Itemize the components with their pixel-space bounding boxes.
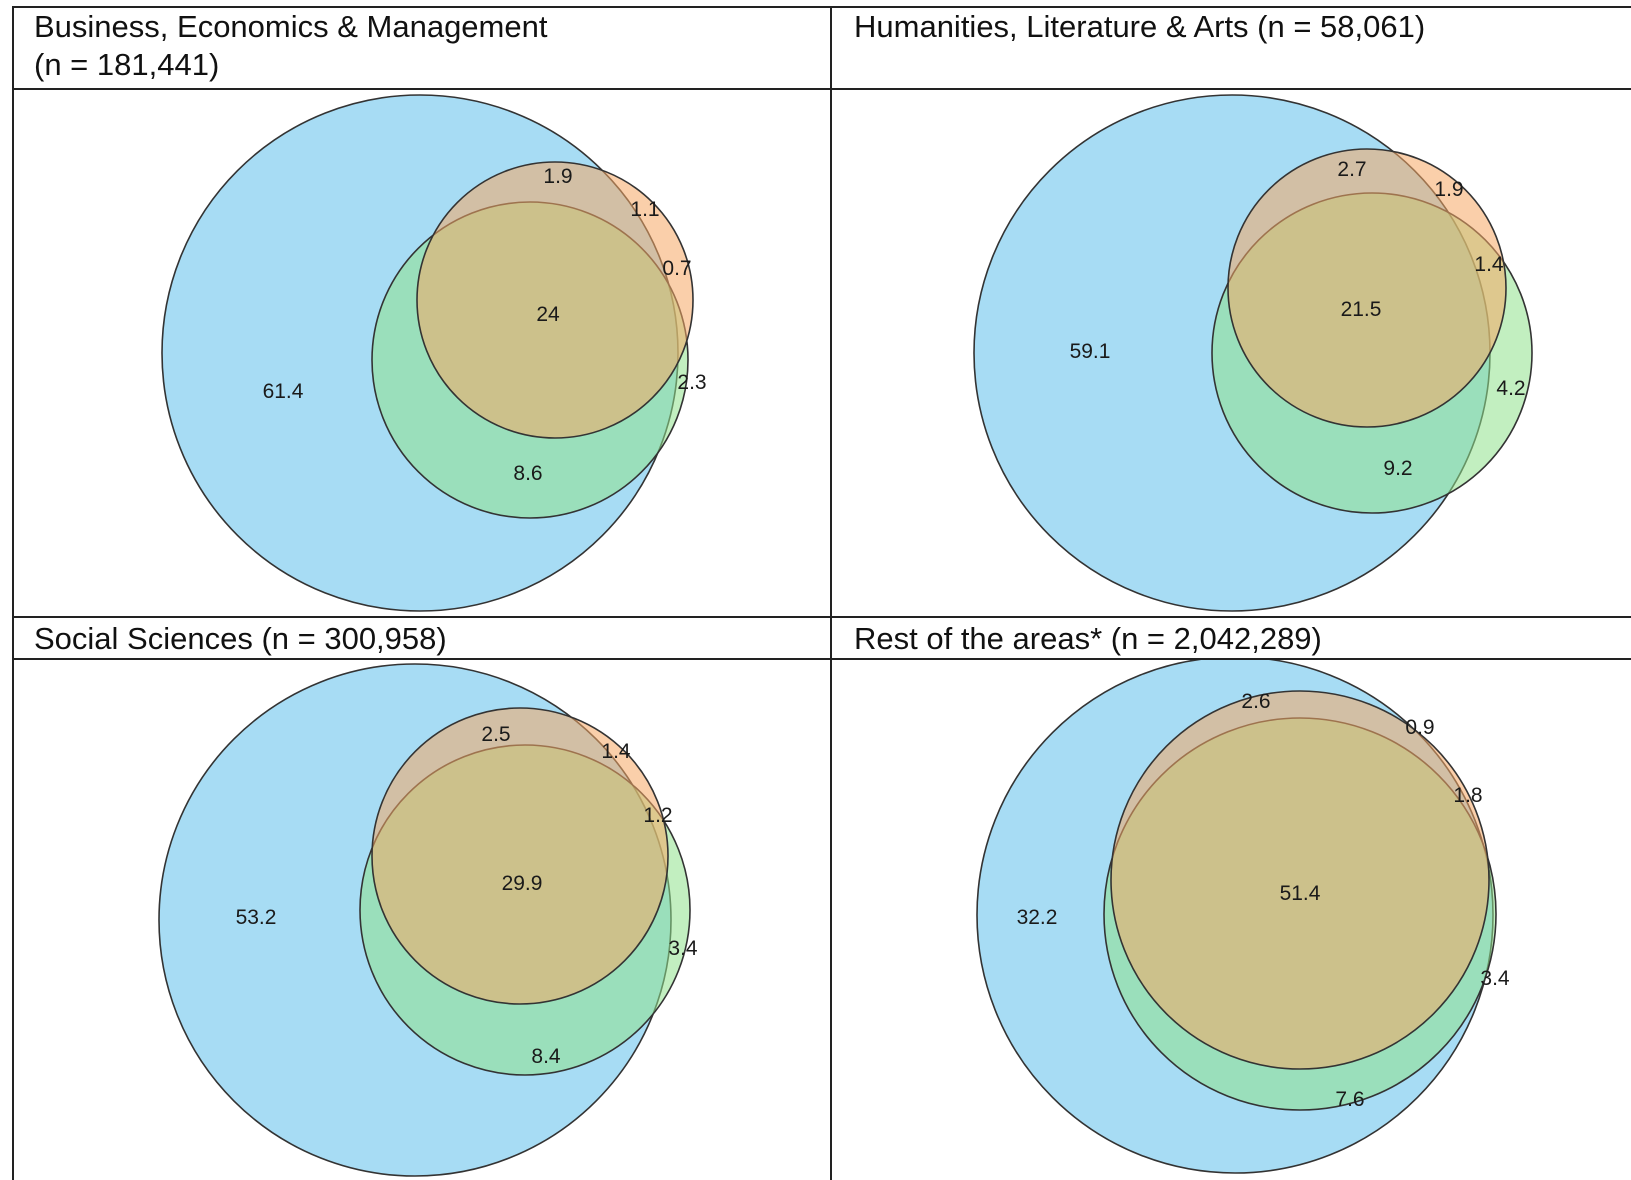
venn-humanities-label-blue-green: 9.2: [1383, 457, 1412, 480]
panel-title-social-sciences: Social Sciences (n = 300,958): [34, 621, 447, 656]
venn-humanities: 59.1 2.7 1.9 1.4 21.5 4.2 9.2: [973, 94, 1533, 612]
venn-business-label-orange-only: 1.1: [630, 198, 659, 221]
venn-rest-of-areas-label-all-three: 51.4: [1280, 882, 1321, 905]
venn-rest-of-areas-label-blue-green: 7.6: [1335, 1088, 1364, 1111]
venn-humanities-label-blue-orange: 2.7: [1337, 158, 1366, 181]
venn-social-sciences-label-blue-orange: 2.5: [481, 723, 510, 746]
venn-business-label-all-three: 24: [536, 303, 560, 326]
venn-humanities-label-orange-only: 1.9: [1434, 178, 1463, 201]
venn-business-label-blue-green: 8.6: [513, 462, 542, 485]
venn-rest-of-areas-label-orange-only: 0.9: [1405, 716, 1434, 739]
venn-rest-of-areas-label-green-only: 3.4: [1480, 967, 1510, 990]
venn-social-sciences-label-green-only: 3.4: [668, 937, 698, 960]
panel-title-business-n: (n = 181,441): [34, 47, 220, 82]
venn-business-label-blue-only: 61.4: [263, 380, 304, 403]
venn-rest-of-areas-label-orange-green: 1.8: [1453, 784, 1482, 807]
panel-title-rest-of-areas: Rest of the areas* (n = 2,042,289): [854, 621, 1322, 656]
table-border-left: [12, 6, 14, 1180]
venn-rest-of-areas-label-blue-orange: 2.6: [1241, 690, 1270, 713]
venn-business: 61.4 1.9 1.1 0.7 24 2.3 8.6: [161, 94, 707, 612]
panel-title-humanities: Humanities, Literature & Arts (n = 58,06…: [854, 9, 1426, 44]
panel-title-business-main: Business, Economics & Management: [34, 9, 548, 44]
venn-business-label-green-only: 2.3: [677, 371, 706, 394]
table-rule-below-top-titles: [12, 88, 1631, 90]
venn-rest-of-areas-set-orange-circle: [1110, 690, 1490, 1070]
venn-social-sciences-label-blue-green: 8.4: [531, 1045, 561, 1068]
venn-humanities-label-green-only: 4.2: [1496, 377, 1525, 400]
table-divider-vertical: [830, 6, 832, 1180]
venn-humanities-set-orange-circle: [1227, 148, 1507, 428]
table-rule-above-bottom-titles: [12, 616, 1631, 618]
panel-title-business: Business, Economics & Management (n = 18…: [34, 8, 774, 84]
venn-social-sciences-set-orange-circle: [371, 707, 669, 1005]
venn-business-label-blue-orange: 1.9: [543, 165, 572, 188]
venn-humanities-label-all-three: 21.5: [1341, 298, 1382, 321]
venn-social-sciences: 53.2 2.5 1.4 1.2 29.9 3.4 8.4: [158, 663, 698, 1177]
venn-business-label-orange-green: 0.7: [662, 257, 691, 280]
venn-business-set-orange-circle: [416, 161, 694, 439]
venn-social-sciences-label-orange-green: 1.2: [643, 804, 672, 827]
venn-humanities-label-blue-only: 59.1: [1070, 340, 1111, 363]
venn-rest-of-areas-label-blue-only: 32.2: [1017, 906, 1058, 929]
table-rule-below-bottom-titles: [12, 658, 1631, 660]
table-border-top: [12, 6, 1631, 8]
venn-social-sciences-label-blue-only: 53.2: [236, 906, 277, 929]
venn-humanities-label-orange-green: 1.4: [1474, 253, 1504, 276]
venn-social-sciences-label-all-three: 29.9: [502, 872, 543, 895]
venn-social-sciences-label-orange-only: 1.4: [601, 740, 631, 763]
venn-rest-of-areas: 32.2 2.6 0.9 1.8 51.4 3.4 7.6: [976, 660, 1510, 1174]
